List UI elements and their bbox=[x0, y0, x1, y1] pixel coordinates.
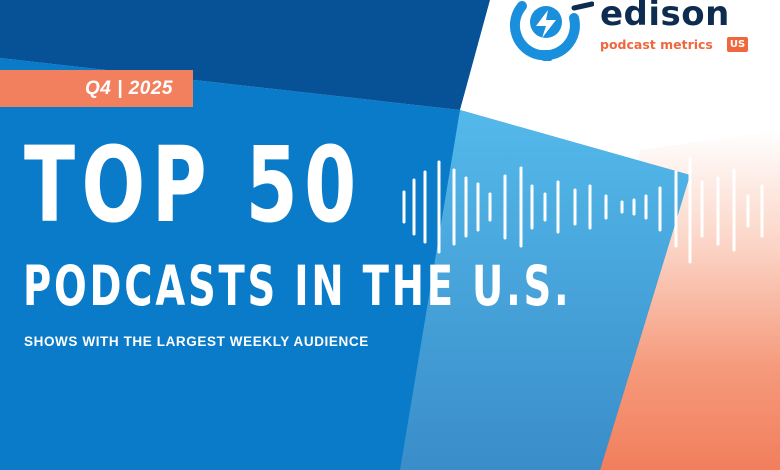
navy-shape bbox=[0, 0, 490, 110]
logo-tagline: podcast metrics bbox=[600, 37, 713, 52]
light-blue-shape bbox=[400, 110, 690, 470]
quarter-label: Q4 | 2025 bbox=[85, 77, 173, 99]
headline-top-50: TOP 50 bbox=[24, 124, 363, 246]
logo-region-badge: US bbox=[727, 37, 748, 52]
soundwave-icon bbox=[402, 156, 764, 264]
subtitle: SHOWS WITH THE LARGEST WEEKLY AUDIENCE bbox=[24, 334, 369, 349]
quarter-badge: Q4 | 2025 bbox=[0, 70, 193, 107]
edison-lightbulb-icon bbox=[509, 1, 594, 61]
edison-logo: edison podcast metrics US bbox=[508, 0, 758, 64]
logo-wordmark: edison bbox=[600, 0, 730, 34]
headline-podcasts: PODCASTS IN THE U.S. bbox=[23, 254, 572, 318]
